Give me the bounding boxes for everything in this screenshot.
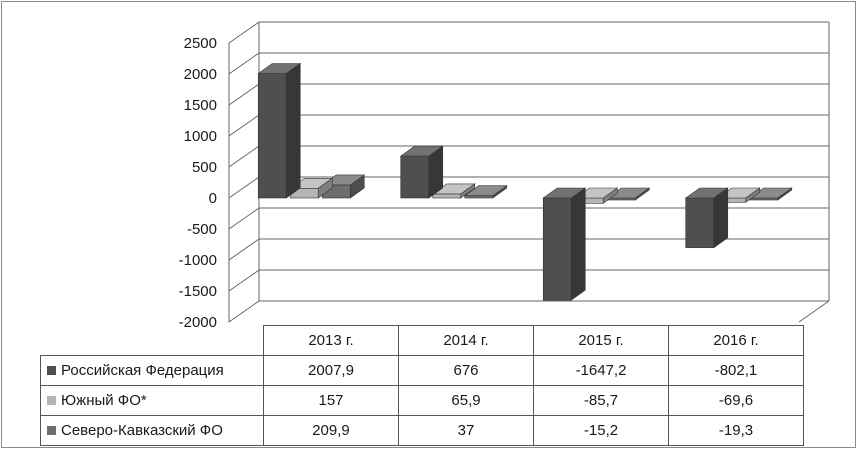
legend-entry: Южный ФО* <box>40 385 264 416</box>
series-name: Северо-Кавказский ФО <box>61 422 223 439</box>
bar-top <box>463 185 508 197</box>
bar <box>289 177 334 199</box>
data-value: 37 <box>398 415 534 446</box>
y-tick-label: 2000 <box>184 66 217 83</box>
data-value: -19,3 <box>668 415 804 446</box>
gridline-side <box>228 21 260 44</box>
y-tick-label: -1000 <box>179 252 217 269</box>
gridline-side <box>228 207 260 230</box>
bar <box>574 187 619 204</box>
bar <box>684 187 729 249</box>
bar <box>463 185 508 199</box>
data-value: 65,9 <box>398 385 534 416</box>
legend-swatch <box>47 395 56 405</box>
series-name: Российская Федерация <box>61 362 224 379</box>
gridline-side <box>228 114 260 137</box>
table-row: Южный ФО* 157 65,9 -85,7 -69,6 <box>40 385 804 416</box>
bar-side <box>713 187 729 249</box>
y-tick-label: 500 <box>192 159 217 176</box>
bar-front <box>400 155 430 199</box>
bar-side <box>570 187 586 301</box>
series-name: Южный ФО* <box>61 392 147 409</box>
y-tick-label: 2500 <box>184 35 217 52</box>
legend-entry: Российская Федерация <box>40 355 264 386</box>
data-value: -802,1 <box>668 355 804 386</box>
bar-top <box>257 63 302 74</box>
data-value: 2007,9 <box>263 355 399 386</box>
bar <box>542 187 587 301</box>
gridline-side <box>228 269 260 292</box>
data-value: -69,6 <box>668 385 804 416</box>
data-value: -85,7 <box>533 385 669 416</box>
bar <box>257 62 302 199</box>
legend-entry: Северо-Кавказский ФО <box>40 415 264 446</box>
y-tick-label: 1500 <box>184 97 217 114</box>
bar-side <box>285 62 301 199</box>
category-label: 2014 г. <box>398 325 534 356</box>
y-tick-label: -500 <box>187 221 217 238</box>
table-row: Северо-Кавказский ФО 209,9 37 -15,2 -19,3 <box>40 415 804 446</box>
bar <box>321 174 366 199</box>
gridline-side <box>228 83 260 106</box>
gridline-side <box>228 52 260 75</box>
y-tick-label: -1500 <box>179 283 217 300</box>
y-tick-label: 0 <box>209 190 217 207</box>
data-table: 2013 г. 2014 г. 2015 г. 2016 г. Российская Ф… <box>40 325 804 446</box>
y-tick-label: 1000 <box>184 128 217 145</box>
bar <box>399 145 444 199</box>
bar-top <box>542 187 587 199</box>
bar-front <box>257 73 287 199</box>
bar <box>748 187 793 201</box>
data-value: 676 <box>398 355 534 386</box>
bar-top <box>399 145 444 157</box>
gridline-side <box>228 176 260 199</box>
data-value: -15,2 <box>533 415 669 446</box>
bar-front <box>542 197 572 301</box>
table-row: Российская Федерация 2007,9 676 -1647,2 -802… <box>40 355 804 386</box>
table-header-row: 2013 г. 2014 г. 2015 г. 2016 г. <box>40 325 804 356</box>
gridline-side <box>228 300 260 323</box>
bar-front <box>432 193 462 199</box>
table-corner <box>40 325 264 356</box>
floor-right-edge <box>798 300 830 323</box>
category-label: 2016 г. <box>668 325 804 356</box>
bar <box>431 183 476 199</box>
gridline-side <box>228 145 260 168</box>
category-label: 2015 г. <box>533 325 669 356</box>
data-value: -1647,2 <box>533 355 669 386</box>
data-value: 157 <box>263 385 399 416</box>
gridline-side <box>228 238 260 261</box>
bar-front <box>464 195 494 199</box>
data-value: 209,9 <box>263 415 399 446</box>
legend-swatch <box>47 365 56 375</box>
bar-front <box>685 197 715 249</box>
category-label: 2013 г. <box>263 325 399 356</box>
legend-swatch <box>47 425 56 435</box>
bar-top <box>684 187 729 199</box>
